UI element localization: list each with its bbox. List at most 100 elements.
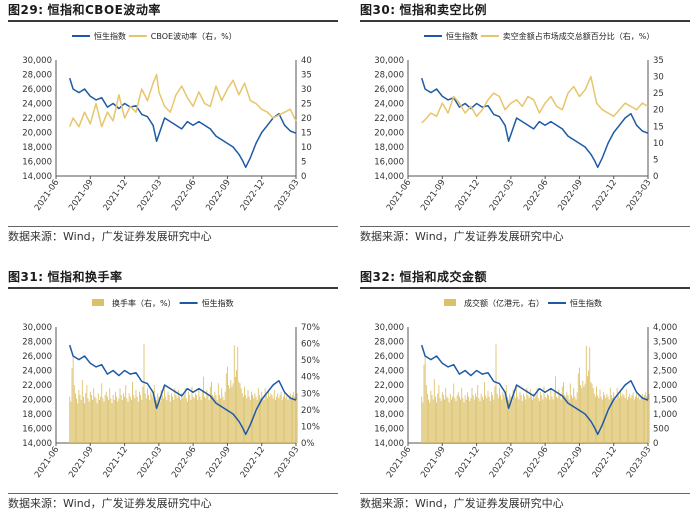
x-tick-label: 2022-03 (488, 178, 517, 213)
bar (228, 385, 229, 443)
bar (448, 402, 450, 443)
bar (597, 395, 599, 443)
left-tick-label: 14,000 (374, 172, 404, 182)
bar (100, 396, 101, 443)
bar (453, 383, 455, 443)
bar (436, 402, 437, 443)
bar (72, 356, 74, 443)
bar (191, 386, 193, 443)
bar (424, 356, 426, 443)
bar (91, 394, 92, 443)
left-tick-label: 16,000 (374, 158, 404, 168)
bar (598, 398, 600, 443)
right-tick-label: 0% (301, 439, 315, 449)
bar (484, 382, 485, 443)
x-tick-label: 2022-12 (239, 445, 268, 480)
bar (569, 383, 571, 443)
left-tick-label: 18,000 (22, 410, 52, 420)
right-tick-label: 10% (301, 422, 320, 432)
bar (556, 396, 557, 443)
bar (140, 394, 141, 443)
series-line (69, 73, 297, 128)
bar (526, 387, 528, 443)
bar (201, 391, 203, 443)
bar (190, 399, 192, 443)
bar (185, 398, 187, 443)
bar (70, 401, 72, 443)
bar (635, 396, 636, 443)
left-tick-label: 14,000 (22, 172, 52, 182)
x-tick-label: 2022-03 (136, 178, 165, 213)
bar (168, 394, 170, 443)
bar (596, 386, 597, 443)
left-tick-label: 18,000 (374, 410, 404, 420)
bar (225, 373, 227, 443)
x-tick-label: 2021-09 (67, 445, 96, 480)
bar (260, 398, 261, 443)
legend-swatch (92, 299, 104, 306)
bar (284, 393, 285, 443)
bar (566, 392, 568, 443)
right-axis: 0% 10% 20% 30% 40% 50% 60% 70% (295, 323, 320, 449)
bar (531, 396, 532, 443)
bar (283, 396, 284, 443)
legend-label: 恒生指数 (94, 31, 126, 41)
data-source-note: 数据来源：Wind，广发证券发展研究中心 (8, 493, 338, 511)
bar (563, 382, 564, 443)
bar (212, 394, 213, 443)
bar (548, 395, 549, 443)
bar (537, 398, 539, 443)
bar (534, 398, 536, 443)
bar (195, 393, 196, 443)
bar (188, 391, 189, 443)
bar (435, 396, 436, 443)
bar (511, 400, 513, 443)
series-line (420, 77, 649, 169)
series-line (420, 344, 649, 436)
right-tick-label: 0 (653, 172, 658, 182)
bar (425, 385, 427, 443)
bar (289, 393, 291, 443)
bar (576, 392, 578, 443)
bar (208, 399, 210, 443)
bar (533, 393, 535, 443)
bar (150, 391, 152, 443)
bar (136, 396, 138, 443)
right-tick-label: 20 (301, 114, 312, 124)
bar (447, 398, 449, 443)
x-tick-label: 2021-09 (67, 178, 96, 213)
x-tick-label: 2021-06 (385, 445, 414, 480)
bar (165, 396, 167, 443)
x-tick-label: 2022-09 (556, 178, 585, 213)
bar (552, 399, 554, 443)
bar (601, 399, 603, 443)
left-tick-label: 26,000 (22, 352, 52, 362)
x-tick-label: 2021-06 (385, 178, 414, 213)
bar (243, 396, 244, 443)
left-axis: 14,000 16,000 18,000 20,000 22,000 24,000 26,0… (22, 323, 57, 449)
left-tick-label: 14,000 (374, 439, 404, 449)
bar (500, 395, 501, 443)
bar (529, 389, 531, 443)
bar (617, 395, 619, 443)
bar (487, 390, 489, 443)
bar (163, 398, 164, 443)
bar (423, 364, 425, 443)
bar (591, 383, 593, 443)
bar (153, 385, 155, 443)
bar (592, 387, 594, 443)
bar (88, 401, 90, 443)
bar (81, 380, 83, 443)
left-axis: 14,000 16,000 18,000 20,000 22,000 24,000 26,0… (22, 56, 57, 182)
bar (157, 393, 159, 443)
bar (183, 394, 185, 443)
x-tick-label: 2023-03 (625, 445, 654, 480)
bar (87, 398, 89, 443)
bar (454, 398, 456, 443)
bar (612, 398, 613, 443)
right-tick-label: 15 (301, 129, 312, 139)
bar (644, 395, 645, 443)
bar (187, 401, 188, 443)
bar (288, 396, 290, 443)
bar (565, 396, 567, 443)
